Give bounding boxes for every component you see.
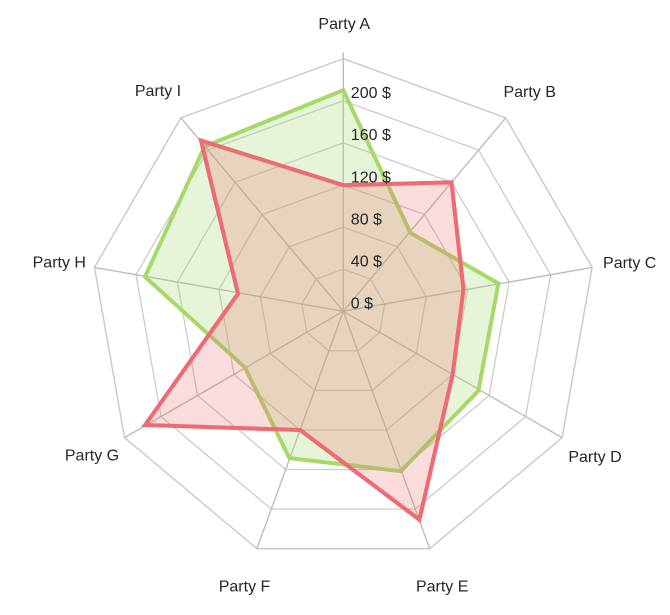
svg-text:Party E: Party E bbox=[416, 579, 468, 596]
svg-text:Party B: Party B bbox=[503, 84, 555, 101]
svg-text:200 $: 200 $ bbox=[351, 85, 391, 102]
svg-text:Party G: Party G bbox=[65, 448, 119, 465]
svg-text:40 $: 40 $ bbox=[351, 254, 382, 271]
svg-text:120 $: 120 $ bbox=[351, 169, 391, 186]
svg-text:Party F: Party F bbox=[219, 579, 271, 596]
svg-text:Party I: Party I bbox=[135, 83, 181, 100]
svg-text:0 $: 0 $ bbox=[351, 296, 373, 313]
svg-text:Party H: Party H bbox=[33, 255, 86, 272]
svg-text:Party A: Party A bbox=[318, 16, 370, 33]
svg-text:160 $: 160 $ bbox=[351, 127, 391, 144]
svg-text:Party C: Party C bbox=[603, 255, 656, 272]
svg-text:80 $: 80 $ bbox=[351, 211, 382, 228]
svg-text:Party D: Party D bbox=[568, 449, 621, 466]
